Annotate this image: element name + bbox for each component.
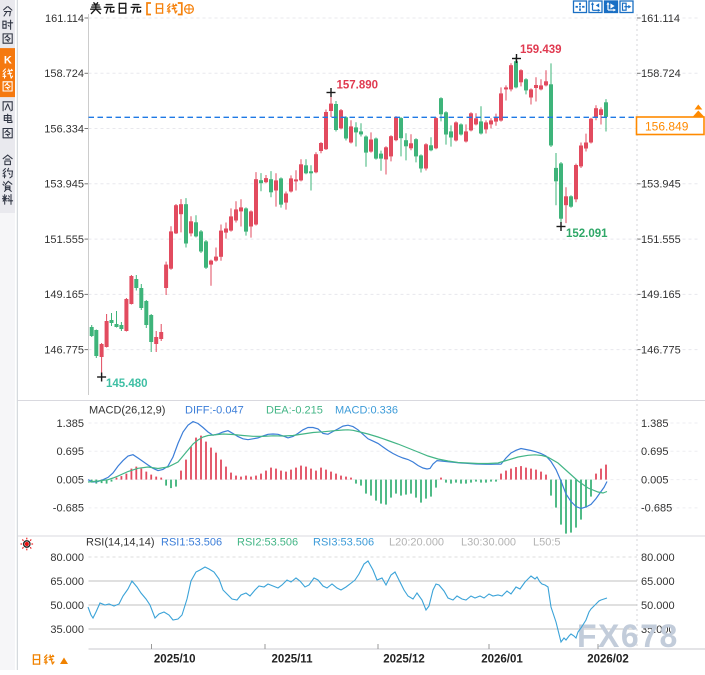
svg-text:161.114: 161.114 (45, 13, 84, 25)
svg-text:2026/01: 2026/01 (481, 654, 523, 666)
svg-text:1.385: 1.385 (641, 418, 669, 430)
svg-text:65.000: 65.000 (50, 576, 84, 588)
svg-text:158.724: 158.724 (44, 68, 84, 80)
svg-text:DEA:-0.215: DEA:-0.215 (266, 405, 323, 417)
svg-text:80.000: 80.000 (641, 552, 675, 564)
svg-text:50.000: 50.000 (641, 600, 675, 612)
svg-text:L20:20.000: L20:20.000 (389, 537, 444, 549)
svg-text:2025/12: 2025/12 (383, 654, 425, 666)
svg-text:158.724: 158.724 (641, 68, 681, 80)
svg-text:MACD(26,12,9): MACD(26,12,9) (89, 405, 165, 417)
svg-text:2026/02: 2026/02 (587, 654, 629, 666)
svg-text:RSI(14,14,14): RSI(14,14,14) (86, 537, 154, 549)
svg-text:0.695: 0.695 (641, 446, 669, 458)
svg-text:1.385: 1.385 (56, 418, 84, 430)
svg-text:157.890: 157.890 (337, 80, 379, 92)
svg-text:151.555: 151.555 (44, 234, 84, 246)
svg-text:161.114: 161.114 (641, 13, 680, 25)
svg-text:RSI1:53.506: RSI1:53.506 (161, 537, 222, 549)
svg-text:DIFF:-0.047: DIFF:-0.047 (185, 405, 244, 417)
svg-text:65.000: 65.000 (641, 576, 675, 588)
svg-text:159.439: 159.439 (520, 44, 562, 56)
svg-text:-0.685: -0.685 (641, 503, 672, 515)
svg-text:2025/10: 2025/10 (154, 654, 196, 666)
svg-text:145.480: 145.480 (106, 378, 148, 390)
svg-text:80.000: 80.000 (50, 552, 84, 564)
svg-text:2025/11: 2025/11 (272, 654, 314, 666)
svg-text:L50:5: L50:5 (533, 537, 561, 549)
svg-text:153.945: 153.945 (641, 179, 681, 191)
svg-text:RSI2:53.506: RSI2:53.506 (237, 537, 298, 549)
svg-text:151.555: 151.555 (641, 234, 681, 246)
svg-text:K: K (4, 55, 12, 67)
svg-text:-0.685: -0.685 (53, 503, 84, 515)
svg-text:35.000: 35.000 (50, 624, 84, 636)
svg-text:146.775: 146.775 (641, 344, 681, 356)
svg-text:146.775: 146.775 (44, 344, 84, 356)
svg-text:156.334: 156.334 (44, 123, 84, 135)
svg-text:153.945: 153.945 (44, 179, 84, 191)
svg-text:0.005: 0.005 (56, 474, 84, 486)
svg-text:MACD:0.336: MACD:0.336 (335, 405, 398, 417)
svg-text:L30:30.000: L30:30.000 (461, 537, 516, 549)
svg-text:RSI3:53.506: RSI3:53.506 (313, 537, 374, 549)
svg-text:0.005: 0.005 (641, 474, 669, 486)
svg-text:149.165: 149.165 (641, 289, 681, 301)
svg-text:50.000: 50.000 (50, 600, 84, 612)
svg-text:149.165: 149.165 (44, 289, 84, 301)
svg-text:152.091: 152.091 (566, 228, 608, 240)
svg-text:0.695: 0.695 (56, 446, 84, 458)
svg-text:156.849: 156.849 (645, 120, 689, 134)
